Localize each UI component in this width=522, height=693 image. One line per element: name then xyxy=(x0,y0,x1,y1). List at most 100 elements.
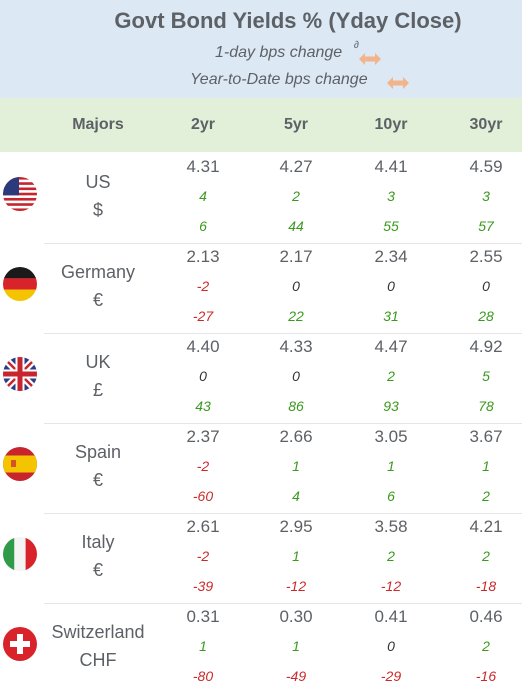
yield-value: 2.61 xyxy=(186,517,220,536)
table-row: Switzerland CHF 0.31 1 -80 0.30 1 -49 0.41 0 -29 0.… xyxy=(0,603,522,693)
row-divider xyxy=(44,603,522,604)
country-name: Spain xyxy=(74,442,122,462)
daily-change-value: 2 xyxy=(387,548,395,564)
daily-change-value: 2 xyxy=(387,368,395,384)
daily-change-value: -2 xyxy=(196,458,210,474)
yield-value: 4.59 xyxy=(469,157,503,176)
daily-change-value: 2 xyxy=(292,188,300,204)
column-header-10yr: 10yr xyxy=(374,116,408,133)
double-arrow-icon xyxy=(387,77,409,89)
ytd-change-value: 86 xyxy=(288,398,304,414)
title-banner: Govt Bond Yields % (Yday Close) 1-day bp… xyxy=(0,0,522,98)
yield-value: 3.58 xyxy=(374,517,408,536)
yield-value: 4.40 xyxy=(186,337,220,356)
daily-change-value: 0 xyxy=(387,278,395,294)
ytd-change-value: 28 xyxy=(478,308,494,324)
currency-symbol: € xyxy=(92,470,103,490)
ytd-change-value: -12 xyxy=(380,578,402,594)
ytd-change-value: 6 xyxy=(199,218,207,234)
table-row: UK £4.40 0 43 4.33 0 86 4.47 2 93 4.92 5 78 xyxy=(0,333,522,423)
ytd-change-value: -29 xyxy=(380,668,402,684)
country-name: Germany xyxy=(60,262,136,282)
ytd-change-value: -60 xyxy=(192,488,214,504)
germany-flag-icon xyxy=(3,267,37,301)
daily-change-value: 1 xyxy=(292,548,300,564)
yield-value: 2.17 xyxy=(279,247,313,266)
ytd-change-value: 93 xyxy=(383,398,399,414)
ytd-change-value: 4 xyxy=(292,488,300,504)
daily-change-value: 1 xyxy=(387,458,395,474)
yield-value: 0.41 xyxy=(374,607,408,626)
yield-value: 0.46 xyxy=(469,607,503,626)
yield-value: 2.95 xyxy=(279,517,313,536)
italy-flag-icon xyxy=(3,537,37,571)
switzerland-flag-icon xyxy=(3,627,37,661)
ytd-change-value: 6 xyxy=(387,488,395,504)
table-row: Italy €2.61 -2 -39 2.95 1 -12 3.58 2 -12 4.21 2 -18 xyxy=(0,513,522,603)
daily-change-value: 1 xyxy=(292,458,300,474)
page-title: Govt Bond Yields % (Yday Close) xyxy=(114,8,462,33)
uk-flag-icon xyxy=(3,357,37,391)
row-divider xyxy=(44,333,522,334)
yield-value: 2.13 xyxy=(186,247,220,266)
yield-value: 0.31 xyxy=(186,607,220,626)
row-divider xyxy=(44,243,522,244)
daily-change-value: 0 xyxy=(292,368,300,384)
yield-value: 3.67 xyxy=(469,427,503,446)
daily-change-value: 3 xyxy=(482,188,490,204)
spain-flag-icon xyxy=(3,447,37,481)
ytd-change-value: 44 xyxy=(288,218,304,234)
currency-symbol: € xyxy=(92,560,103,580)
daily-change-value: 2 xyxy=(482,548,490,564)
yield-value: 4.21 xyxy=(469,517,503,536)
yield-value: 4.31 xyxy=(186,157,220,176)
daily-change-superscript: ∂ xyxy=(354,40,359,51)
yield-value: 4.41 xyxy=(374,157,408,176)
daily-change-value: 1 xyxy=(292,638,300,654)
yield-value: 4.27 xyxy=(279,157,313,176)
column-header-majors: Majors xyxy=(72,116,124,133)
row-divider xyxy=(44,513,522,514)
yield-value: 2.37 xyxy=(186,427,220,446)
daily-change-value: 1 xyxy=(199,638,207,654)
daily-change-value: -2 xyxy=(196,548,210,564)
ytd-change-value: 57 xyxy=(478,218,494,234)
daily-change-value: 0 xyxy=(199,368,207,384)
ytd-change-value: 43 xyxy=(195,398,211,414)
country-name: Switzerland xyxy=(51,622,145,642)
country-name: UK xyxy=(85,352,111,372)
us-flag-icon xyxy=(3,177,37,211)
daily-change-value: 1 xyxy=(482,458,490,474)
country-name: US xyxy=(85,172,111,192)
daily-change-value: 0 xyxy=(482,278,490,294)
daily-change-value: 4 xyxy=(199,188,207,204)
ytd-change-value: 78 xyxy=(478,398,494,414)
yield-value: 4.92 xyxy=(469,337,503,356)
currency-symbol: £ xyxy=(92,380,103,400)
ytd-change-value: 22 xyxy=(288,308,304,324)
yield-value: 2.66 xyxy=(279,427,313,446)
ytd-change-value: 55 xyxy=(383,218,399,234)
daily-change-value: 0 xyxy=(387,638,395,654)
yield-value: 2.34 xyxy=(374,247,408,266)
ytd-change-value: -12 xyxy=(285,578,307,594)
ytd-change-value: -80 xyxy=(192,668,214,684)
ytd-change-value: -27 xyxy=(192,308,214,324)
daily-change-value: 3 xyxy=(387,188,395,204)
ytd-change-value: -39 xyxy=(192,578,214,594)
ytd-change-legend: Year-to-Date bps change xyxy=(190,71,368,88)
ytd-change-value: -16 xyxy=(475,668,497,684)
currency-symbol: $ xyxy=(92,200,103,220)
daily-change-value: 5 xyxy=(482,368,490,384)
yield-value: 0.30 xyxy=(279,607,313,626)
ytd-change-value: 2 xyxy=(482,488,490,504)
column-header-bar xyxy=(0,98,522,152)
yield-value: 2.55 xyxy=(469,247,503,266)
country-name: Italy xyxy=(81,532,115,552)
ytd-change-value: -18 xyxy=(475,578,497,594)
yield-value: 3.05 xyxy=(374,427,408,446)
column-header-30yr: 30yr xyxy=(469,116,503,133)
row-divider xyxy=(44,423,522,424)
table-row: Spain €2.37 -2 -60 2.66 1 4 3.05 1 6 3.67 1 2 xyxy=(0,423,522,513)
column-header-5yr: 5yr xyxy=(283,116,309,133)
